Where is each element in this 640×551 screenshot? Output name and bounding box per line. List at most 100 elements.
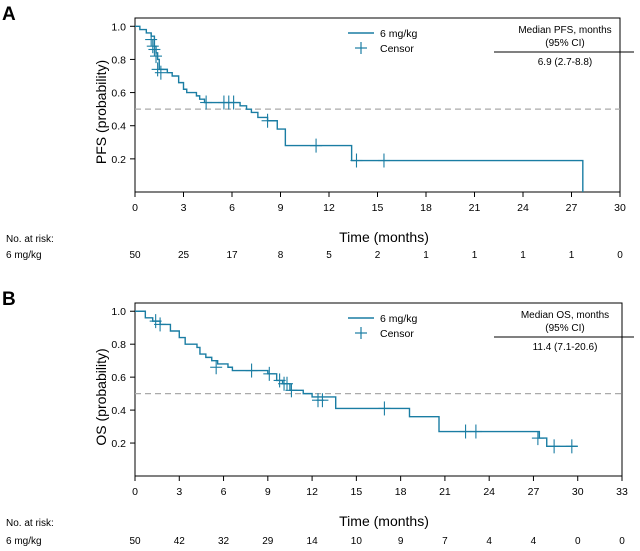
- risk-table-header: No. at risk:: [6, 518, 54, 529]
- risk-count: 1: [423, 250, 429, 261]
- median-header: Median OS, months: [521, 310, 609, 321]
- x-tick-label: 3: [181, 202, 187, 214]
- censor-mark: [285, 383, 298, 398]
- y-axis-title: PFS (probability): [93, 60, 109, 164]
- risk-count: 50: [129, 250, 141, 261]
- median-ci-header: (95% CI): [545, 38, 584, 49]
- x-tick-label: 12: [306, 486, 318, 498]
- x-tick-label: 27: [528, 486, 540, 498]
- risk-count: 1: [569, 250, 575, 261]
- median-header: Median PFS, months: [518, 25, 611, 36]
- x-tick-label: 15: [351, 486, 363, 498]
- y-tick-label: 0.8: [111, 54, 126, 66]
- panel-label: B: [2, 289, 16, 310]
- risk-count: 4: [486, 536, 492, 547]
- risk-count: 5: [326, 250, 332, 261]
- y-tick-label: 0.6: [111, 372, 126, 384]
- y-tick-label: 1.0: [111, 306, 126, 318]
- median-value: 11.4 (7.1-20.6): [533, 342, 598, 353]
- risk-count: 7: [442, 536, 448, 547]
- risk-count: 17: [226, 250, 238, 261]
- risk-count: 32: [218, 536, 230, 547]
- risk-count: 10: [351, 536, 363, 547]
- panel-label: A: [2, 4, 16, 25]
- censor-mark: [150, 49, 163, 64]
- censor-mark: [469, 424, 482, 439]
- x-tick-label: 6: [229, 202, 235, 214]
- risk-count: 1: [472, 250, 478, 261]
- risk-count: 1: [520, 250, 526, 261]
- x-tick-label: 30: [614, 202, 626, 214]
- x-axis-title: Time (months): [339, 513, 429, 529]
- legend-censor-icon: [355, 42, 367, 54]
- panel-a: A PFS (probability) Time (months) No. at…: [2, 4, 634, 261]
- censor-mark: [548, 439, 561, 454]
- x-tick-label: 3: [176, 486, 182, 498]
- censor-mark: [245, 363, 258, 378]
- legend-censor-label: Censor: [380, 43, 414, 55]
- risk-count: 2: [375, 250, 381, 261]
- risk-count: 0: [617, 250, 623, 261]
- risk-count: 29: [262, 536, 274, 547]
- x-tick-label: 33: [616, 486, 628, 498]
- risk-count: 42: [174, 536, 186, 547]
- x-tick-label: 9: [278, 202, 284, 214]
- censor-mark: [210, 360, 223, 375]
- risk-count: 4: [531, 536, 537, 547]
- censor-mark: [377, 153, 390, 168]
- censor-mark: [148, 42, 161, 57]
- y-tick-label: 0.2: [111, 438, 126, 450]
- risk-table-header: No. at risk:: [6, 234, 54, 245]
- y-tick-label: 0.2: [111, 154, 126, 166]
- legend-censor-label: Censor: [380, 328, 414, 340]
- survival-curve: [135, 310, 578, 448]
- x-tick-label: 21: [469, 202, 481, 214]
- x-tick-label: 24: [483, 486, 495, 498]
- censor-mark: [565, 439, 578, 454]
- censor-mark: [350, 153, 363, 168]
- y-tick-label: 0.4: [111, 405, 126, 417]
- median-ci-header: (95% CI): [545, 323, 584, 334]
- censor-mark: [459, 424, 472, 439]
- x-tick-label: 30: [572, 486, 584, 498]
- x-tick-label: 18: [420, 202, 432, 214]
- censor-mark: [310, 138, 323, 153]
- x-tick-label: 24: [517, 202, 529, 214]
- x-tick-label: 0: [132, 202, 138, 214]
- risk-count: 50: [129, 536, 141, 547]
- x-tick-label: 18: [395, 486, 407, 498]
- risk-count: 8: [278, 250, 284, 261]
- censor-mark: [151, 62, 164, 77]
- censor-mark: [154, 317, 167, 332]
- y-tick-label: 0.4: [111, 121, 126, 133]
- legend-censor-icon: [355, 327, 367, 339]
- censor-mark: [146, 39, 159, 54]
- x-tick-label: 27: [566, 202, 578, 214]
- risk-count: 9: [398, 536, 404, 547]
- x-axis-title: Time (months): [339, 229, 429, 245]
- x-tick-label: 9: [265, 486, 271, 498]
- x-tick-label: 21: [439, 486, 451, 498]
- censor-mark: [263, 366, 276, 381]
- censor-mark: [200, 95, 213, 110]
- risk-table-row-label: 6 mg/kg: [6, 250, 42, 261]
- y-axis-title: OS (probability): [93, 348, 109, 445]
- risk-count: 25: [178, 250, 190, 261]
- y-tick-label: 0.6: [111, 88, 126, 100]
- median-value: 6.9 (2.7-8.8): [538, 57, 592, 68]
- censor-mark: [154, 65, 167, 80]
- legend-series-label: 6 mg/kg: [380, 28, 418, 40]
- risk-count: 14: [307, 536, 319, 547]
- x-tick-label: 15: [372, 202, 384, 214]
- x-tick-label: 12: [323, 202, 335, 214]
- y-tick-label: 0.8: [111, 339, 126, 351]
- risk-table-row-label: 6 mg/kg: [6, 536, 42, 547]
- y-tick-label: 1.0: [111, 21, 126, 33]
- x-tick-label: 6: [221, 486, 227, 498]
- risk-count: 0: [575, 536, 581, 547]
- x-tick-label: 0: [132, 486, 138, 498]
- panel-b: B OS (probability) Time (months) No. at …: [2, 289, 634, 547]
- censor-mark: [316, 393, 329, 408]
- censor-mark: [227, 95, 240, 110]
